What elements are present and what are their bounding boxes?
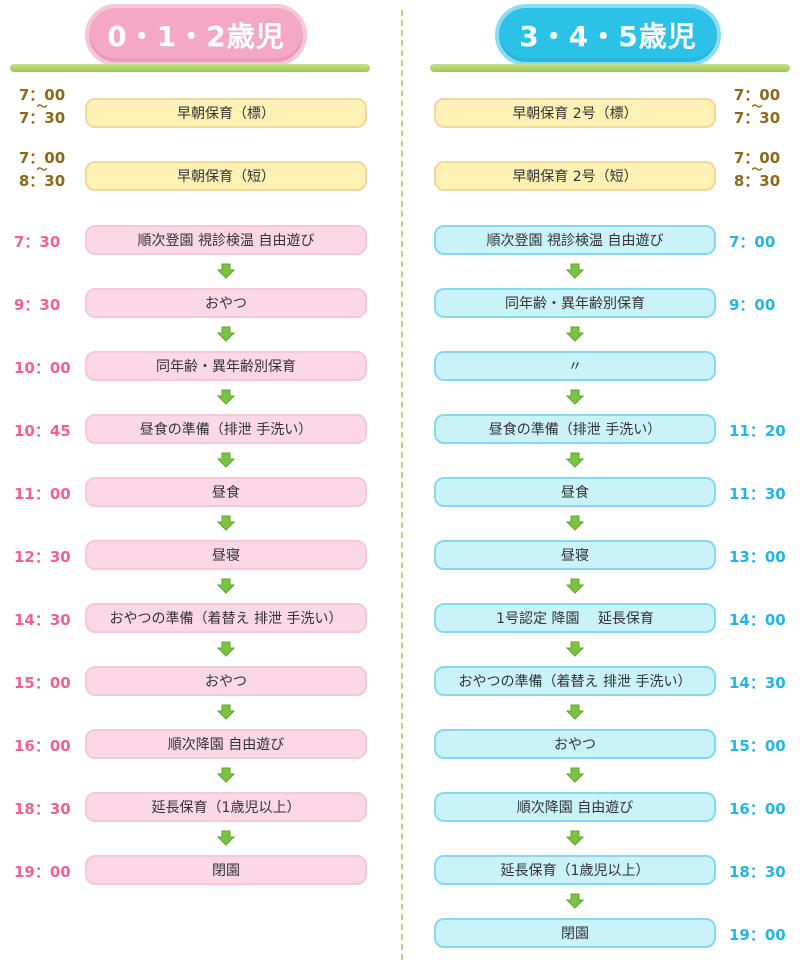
- early-time-range-right: 7：00 〜 7：30: [729, 86, 785, 127]
- down-arrow-icon: [565, 389, 585, 405]
- activity-box: 〃: [434, 351, 716, 381]
- down-arrow-icon: [565, 704, 585, 720]
- start-time: 7：00: [733, 149, 781, 167]
- schedule-time: 12：30: [14, 548, 71, 566]
- down-arrow-icon: [565, 515, 585, 531]
- schedule-time: 7：00: [729, 233, 776, 251]
- early-care-box-right: 早朝保育 2号（短）: [434, 161, 716, 191]
- activity-box: おやつ: [85, 666, 367, 696]
- down-arrow-icon: [216, 704, 236, 720]
- activity-box: 昼寝: [434, 540, 716, 570]
- activity-box: 昼食: [434, 477, 716, 507]
- schedule-time: 13：00: [729, 548, 786, 566]
- tilde-mark: 〜: [36, 163, 48, 176]
- schedule-time: 18：30: [729, 863, 786, 881]
- down-arrow-icon: [565, 326, 585, 342]
- start-time: 7：00: [18, 86, 66, 104]
- down-arrow-icon: [565, 578, 585, 594]
- schedule-time: 15：00: [729, 737, 786, 755]
- early-time-range-right: 7：00 〜 8：30: [729, 149, 785, 190]
- schedule-time: 19：00: [729, 926, 786, 944]
- tilde-mark: 〜: [36, 100, 48, 113]
- down-arrow-icon: [216, 578, 236, 594]
- end-time: 7：30: [733, 109, 781, 127]
- schedule-time: 9：00: [729, 296, 776, 314]
- grass-underline: [430, 64, 790, 72]
- down-arrow-icon: [216, 641, 236, 657]
- activity-box: 昼食: [85, 477, 367, 507]
- activity-box: 順次登園 視診検温 自由遊び: [85, 225, 367, 255]
- early-care-box-left: 早朝保育（短）: [85, 161, 367, 191]
- activity-box: 閉園: [85, 855, 367, 885]
- activity-box: おやつの準備（着替え 排泄 手洗い）: [434, 666, 716, 696]
- down-arrow-icon: [565, 263, 585, 279]
- down-arrow-icon: [216, 830, 236, 846]
- activity-box: 順次登園 視診検温 自由遊び: [434, 225, 716, 255]
- heading-age-3-5: 3・4・5歳児: [495, 4, 721, 66]
- activity-box: 順次降園 自由遊び: [434, 792, 716, 822]
- schedule-time: 11：20: [729, 422, 786, 440]
- schedule-time: 14：00: [729, 611, 786, 629]
- down-arrow-icon: [216, 515, 236, 531]
- schedule-time: 16：00: [729, 800, 786, 818]
- activity-box: おやつの準備（着替え 排泄 手洗い）: [85, 603, 367, 633]
- early-time-range-left: 7：00 〜 8：30: [14, 149, 70, 190]
- schedule-time: 7：30: [14, 233, 61, 251]
- schedule-time: 15：00: [14, 674, 71, 692]
- early-care-box-left: 早朝保育（標）: [85, 98, 367, 128]
- activity-box: 閉園: [434, 918, 716, 948]
- grass-underline: [10, 64, 370, 72]
- down-arrow-icon: [565, 452, 585, 468]
- schedule-time: 10：45: [14, 422, 71, 440]
- activity-box: 昼寝: [85, 540, 367, 570]
- activity-box: 昼食の準備（排泄 手洗い）: [434, 414, 716, 444]
- activity-box: おやつ: [434, 729, 716, 759]
- activity-box: おやつ: [85, 288, 367, 318]
- down-arrow-icon: [216, 452, 236, 468]
- down-arrow-icon: [565, 893, 585, 909]
- end-time: 8：30: [733, 172, 781, 190]
- down-arrow-icon: [565, 641, 585, 657]
- start-time: 7：00: [733, 86, 781, 104]
- activity-box: 同年齢・異年齢別保育: [434, 288, 716, 318]
- activity-box: 延長保育（1歳児以上）: [434, 855, 716, 885]
- activity-box: 順次降園 自由遊び: [85, 729, 367, 759]
- heading-age-0-2: 0・1・2歳児: [85, 4, 307, 66]
- down-arrow-icon: [216, 389, 236, 405]
- end-time: 7：30: [18, 109, 66, 127]
- schedule-time: 11：00: [14, 485, 71, 503]
- schedule-time: 19：00: [14, 863, 71, 881]
- schedule-time: 14：30: [729, 674, 786, 692]
- early-care-box-right: 早朝保育 2号（標）: [434, 98, 716, 128]
- schedule-time: 18：30: [14, 800, 71, 818]
- activity-box: 昼食の準備（排泄 手洗い）: [85, 414, 367, 444]
- down-arrow-icon: [216, 326, 236, 342]
- column-divider: [401, 10, 403, 960]
- activity-box: 1号認定 降園 延長保育: [434, 603, 716, 633]
- start-time: 7：00: [18, 149, 66, 167]
- schedule-time: 14：30: [14, 611, 71, 629]
- schedule-time: 10：00: [14, 359, 71, 377]
- end-time: 8：30: [18, 172, 66, 190]
- down-arrow-icon: [565, 767, 585, 783]
- down-arrow-icon: [216, 263, 236, 279]
- down-arrow-icon: [565, 830, 585, 846]
- activity-box: 同年齢・異年齢別保育: [85, 351, 367, 381]
- schedule-time: 16：00: [14, 737, 71, 755]
- early-time-range-left: 7：00 〜 7：30: [14, 86, 70, 127]
- schedule-time: 9：30: [14, 296, 61, 314]
- tilde-mark: 〜: [751, 100, 763, 113]
- down-arrow-icon: [216, 767, 236, 783]
- tilde-mark: 〜: [751, 163, 763, 176]
- schedule-time: 11：30: [729, 485, 786, 503]
- activity-box: 延長保育（1歳児以上）: [85, 792, 367, 822]
